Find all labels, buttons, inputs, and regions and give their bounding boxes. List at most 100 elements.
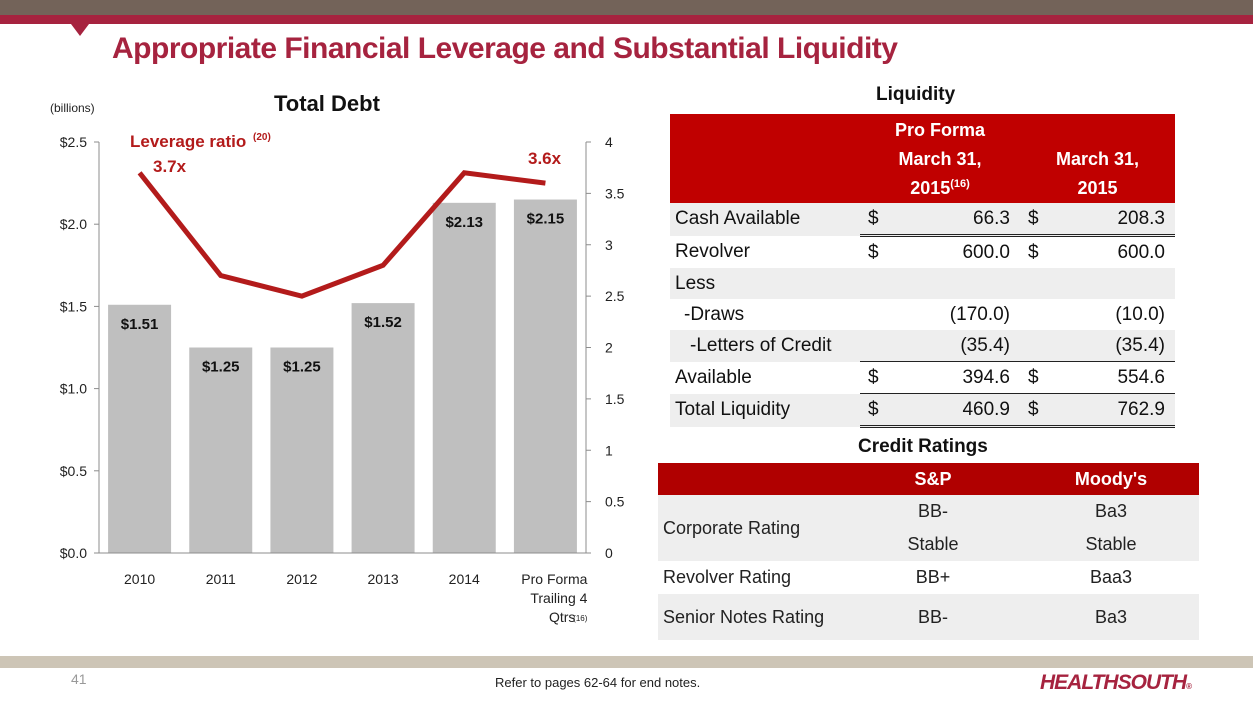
table-row: Revolver $600.0 $600.0	[670, 236, 1175, 269]
table-row: Senior Notes Rating BB- Ba3	[658, 594, 1199, 640]
right-axis-tick-label: 1.5	[605, 391, 625, 407]
proforma-value: (35.4)	[897, 330, 1020, 362]
right-axis-tick-label: 2	[605, 340, 613, 356]
bar-2014	[432, 202, 496, 553]
dollar-sign: $	[860, 361, 898, 394]
rating-label: Revolver Rating	[663, 567, 792, 587]
left-axis-tick-label: $0.0	[60, 545, 87, 561]
accent-bar	[0, 15, 1253, 24]
table-row: Cash Available $66.3 $208.3	[670, 203, 1175, 237]
page-number: 41	[71, 671, 87, 687]
right-axis-tick-label: 2.5	[605, 288, 625, 304]
endnote-text: Refer to pages 62-64 for end notes.	[495, 675, 701, 690]
leverage-ratio-annotation: Leverage ratio	[130, 132, 246, 151]
current-value: (10.0)	[1115, 303, 1165, 325]
page-title: Appropriate Financial Leverage and Subst…	[112, 32, 898, 65]
dollar-sign: $	[860, 393, 898, 428]
healthsouth-logo: HEALTHSOUTH®	[1040, 671, 1192, 695]
header-line: Pro Forma	[894, 120, 986, 140]
right-axis-tick-label: 3.5	[605, 185, 625, 201]
rating-sp: BB-	[843, 495, 1023, 528]
title-notch-marker	[71, 24, 89, 36]
current-value	[1060, 268, 1175, 299]
current-value: 762.9	[1060, 393, 1175, 428]
current-value: (35.4)	[1060, 330, 1175, 362]
table-row: Stable Stable	[658, 528, 1199, 561]
credit-header-blank	[658, 463, 843, 495]
row-label: Available	[675, 366, 752, 388]
proforma-value	[897, 268, 1020, 299]
proforma-value: 460.9	[897, 393, 1020, 428]
table-row: -Letters of Credit (35.4) (35.4)	[670, 330, 1175, 362]
footer-bar	[0, 656, 1253, 668]
rating-moodys: Ba3	[1023, 594, 1199, 640]
bar-data-label: $1.51	[121, 316, 159, 333]
row-label: Cash Available	[670, 203, 860, 236]
rating-label: Senior Notes Rating	[658, 594, 843, 640]
current-value: 554.6	[1060, 361, 1175, 394]
left-axis-tick-label: $0.5	[60, 463, 87, 479]
chart-title: Total Debt	[274, 91, 380, 116]
right-axis-tick-label: 0	[605, 545, 613, 561]
proforma-value: 394.6	[897, 361, 1020, 394]
rating-moodys: Ba3	[1023, 495, 1199, 528]
leverage-label-2010: 3.7x	[153, 157, 187, 176]
bar-2010	[108, 304, 172, 553]
dollar-sign	[860, 268, 898, 299]
header-line: 2015	[1077, 178, 1118, 198]
credit-ratings-table: S&P Moody's Corporate Rating BB- Ba3 Sta…	[658, 463, 1199, 640]
table-row: Corporate Rating BB- Ba3	[658, 495, 1199, 561]
dollar-sign	[1020, 299, 1061, 330]
x-axis-category-label: 2014	[449, 571, 480, 587]
left-axis-tick-label: $2.5	[60, 134, 87, 150]
row-label: Revolver	[675, 240, 750, 262]
credit-ratings-header-row: S&P Moody's	[658, 463, 1199, 495]
bar-data-label: $1.52	[364, 314, 402, 331]
current-value: 208.3	[1060, 203, 1175, 237]
outlook-moodys: Stable	[1023, 528, 1199, 561]
credit-header-sp: S&P	[843, 463, 1023, 495]
proforma-value: 66.3	[897, 203, 1020, 237]
dollar-sign	[1020, 268, 1061, 299]
header-line: March 31,	[1055, 149, 1140, 169]
credit-header-moodys: Moody's	[1023, 463, 1199, 495]
dollar-sign: $	[860, 203, 898, 237]
x-axis-category-label: 2013	[368, 571, 399, 587]
liquidity-table: Pro Forma March 31, 2015(16) March 31, 2…	[670, 114, 1175, 428]
table-row: Available $394.6 $554.6	[670, 361, 1175, 394]
header-footnote: (16)	[950, 178, 970, 190]
rating-sp: BB-	[843, 594, 1023, 640]
header-line: March 31,	[898, 149, 982, 169]
outlook-sp: Stable	[843, 528, 1023, 561]
x-axis-category-label: 2012	[286, 571, 317, 587]
right-axis-tick-label: 3	[605, 237, 613, 253]
proforma-value: (170.0)	[949, 303, 1010, 325]
right-axis-tick-label: 4	[605, 134, 613, 150]
liquidity-header-current: March 31, 2015	[1020, 114, 1175, 203]
liquidity-header-proforma: Pro Forma March 31, 2015(16)	[860, 114, 1020, 203]
bar-2012	[270, 347, 334, 553]
chart-units-label: (billions)	[50, 101, 95, 115]
rating-moodys: Baa3	[1089, 567, 1133, 587]
x-axis-category-label: Qtrs	[549, 609, 575, 625]
liquidity-header-row: Pro Forma March 31, 2015(16) March 31, 2…	[670, 114, 1175, 203]
dollar-sign: $	[868, 241, 879, 263]
proforma-value: 600.0	[962, 241, 1010, 263]
bar-2011	[189, 347, 253, 553]
dollar-sign: $	[1020, 393, 1061, 428]
logo-text: HEALTHSOUTH	[1040, 671, 1187, 694]
dollar-sign: $	[1020, 203, 1061, 237]
dollar-sign: $	[1020, 361, 1061, 394]
right-axis-tick-label: 1	[605, 442, 613, 458]
bar-pro	[513, 199, 577, 554]
row-label: -Draws	[684, 303, 745, 325]
table-row: Less	[670, 268, 1175, 299]
liquidity-body: Cash Available $66.3 $208.3 Revolver $600.0 $…	[670, 203, 1175, 428]
leverage-ratio-line	[137, 170, 546, 299]
row-label: Less	[670, 268, 860, 299]
x-axis-category-label: 2010	[124, 571, 155, 587]
top-bar	[0, 0, 1253, 15]
bar-2013	[351, 303, 415, 553]
current-value: 600.0	[1117, 241, 1165, 263]
left-axis-tick-label: $1.5	[60, 298, 87, 314]
